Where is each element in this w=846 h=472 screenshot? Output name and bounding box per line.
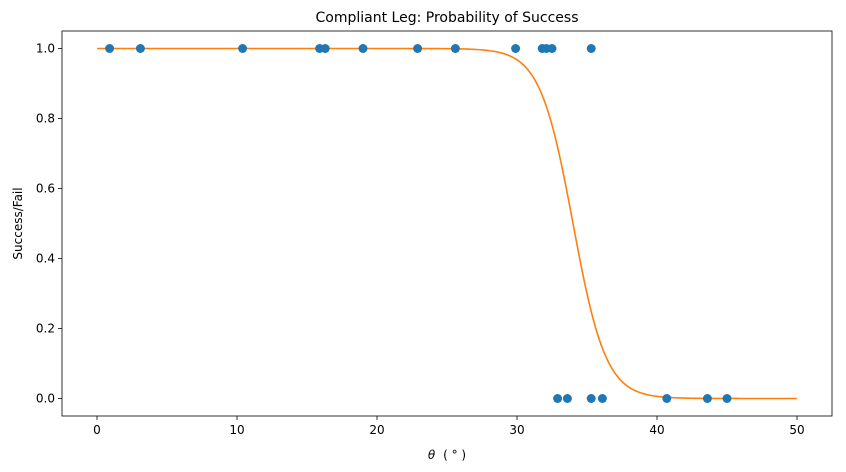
data-point [553,394,563,403]
data-point [511,44,521,53]
data-point [722,394,732,403]
data-point [413,44,423,53]
x-tick-label: 50 [789,423,804,437]
y-tick-label: 0.8 [36,112,55,126]
y-tick-label: 0.6 [36,182,55,196]
y-tick-label: 0.0 [36,392,55,406]
data-point [320,44,330,53]
x-tick-label: 20 [369,423,384,437]
data-point [450,44,460,53]
plot-area [61,30,833,417]
y-axis-label: Success/Fail [11,187,25,259]
x-axis: 0 10 20 30 40 50 [93,416,805,437]
data-point [702,394,712,403]
data-point [586,394,596,403]
x-axis-label: θ ( ° ) [428,448,466,462]
x-axis-label-symbol: θ [428,448,436,462]
fit-curve [97,47,797,400]
fit-curve-layer [97,47,797,400]
data-point [597,394,607,403]
data-point [562,394,572,403]
data-point [238,44,248,53]
data-point [662,394,672,403]
y-tick-label: 0.2 [36,322,55,336]
x-tick-label: 40 [649,423,664,437]
data-point [586,44,596,53]
data-point [547,44,557,53]
data-point [135,44,145,53]
x-tick-label: 0 [93,423,101,437]
chart-title: Compliant Leg: Probability of Success [315,10,578,26]
y-tick-label: 1.0 [36,42,55,56]
scatter-points-layer [105,44,732,403]
y-tick-label: 0.4 [36,252,55,266]
data-point [358,44,368,53]
x-tick-label: 30 [509,423,524,437]
data-point [105,44,115,53]
y-axis: 0.0 0.2 0.4 0.6 0.8 1.0 [36,42,62,406]
x-tick-label: 10 [229,423,244,437]
x-axis-label-unit: ( ° ) [443,448,466,462]
plot-frame [61,30,833,417]
